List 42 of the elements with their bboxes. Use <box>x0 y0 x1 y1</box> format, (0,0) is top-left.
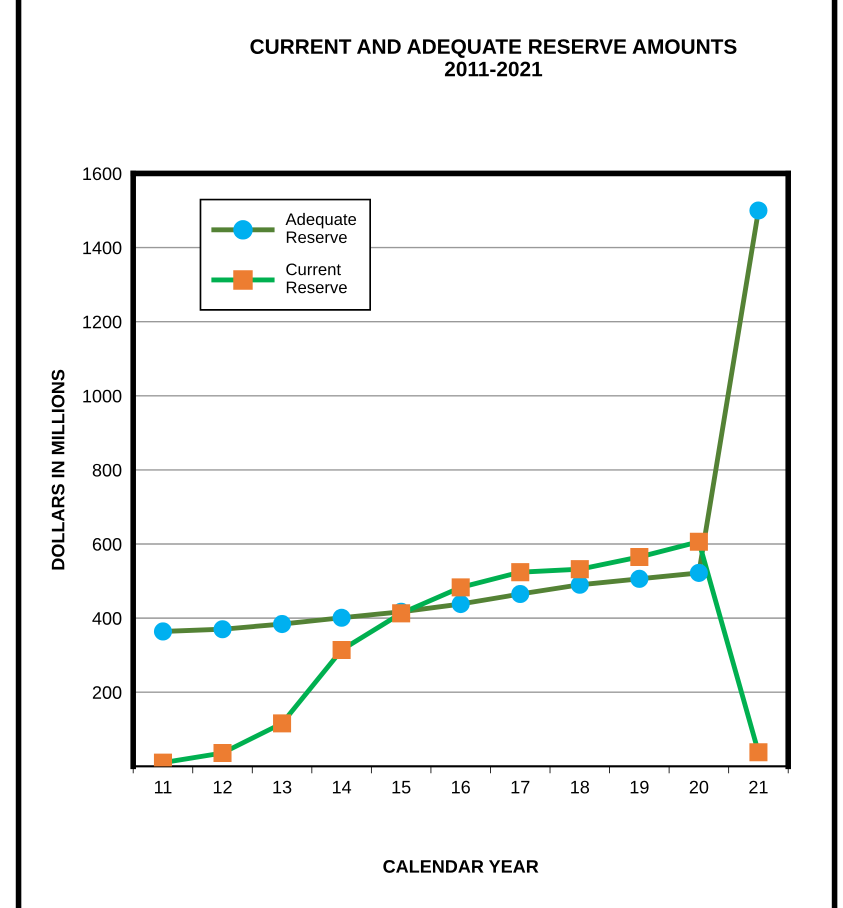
y-tick-label: 1200 <box>83 316 122 328</box>
x-tick-label: 19 <box>630 780 649 794</box>
x-tick-label: 16 <box>452 780 470 794</box>
legend-label: Current Reserve <box>286 263 347 294</box>
y-tick-label: 400 <box>92 612 122 625</box>
point <box>749 743 768 762</box>
y-tick-label: 1400 <box>83 241 122 254</box>
legend-label: Adequate Reserve <box>286 212 356 244</box>
chart-title: CURRENT AND ADEQUATE RESERVE AMOUNTS 2011-2021 <box>250 39 736 76</box>
y-tick-label: 800 <box>92 464 122 477</box>
point <box>690 564 708 582</box>
y-tick-label: 1600 <box>83 167 122 180</box>
point <box>630 570 648 588</box>
point <box>213 620 232 638</box>
x-axis-title: CALENDAR YEAR <box>383 860 538 873</box>
y-tick-label: 200 <box>92 686 122 699</box>
y-tick-label: 1000 <box>83 390 122 402</box>
y-tick-label: 600 <box>92 538 122 551</box>
x-tick-label: 20 <box>690 780 708 794</box>
x-tick-label: 12 <box>214 780 232 794</box>
x-tick-label: 14 <box>332 780 352 794</box>
point <box>332 608 351 627</box>
x-tick-label: 21 <box>749 780 768 794</box>
point <box>154 622 172 640</box>
point <box>213 744 232 762</box>
point <box>690 532 708 551</box>
point <box>570 560 589 578</box>
point <box>511 585 530 604</box>
x-tick-label: 15 <box>392 780 410 794</box>
x-tick-label: 11 <box>154 780 172 794</box>
point <box>273 714 292 732</box>
x-tick-label: 17 <box>512 780 530 794</box>
point <box>273 615 292 634</box>
point <box>452 595 470 614</box>
x-tick-label: 13 <box>273 780 292 794</box>
point <box>749 201 768 220</box>
y-axis-title: DOLLARS IN MILLIONS <box>52 370 64 570</box>
point <box>630 548 648 566</box>
point <box>452 578 470 596</box>
point <box>511 563 530 582</box>
point <box>332 640 351 660</box>
x-tick-label: 18 <box>571 780 590 794</box>
